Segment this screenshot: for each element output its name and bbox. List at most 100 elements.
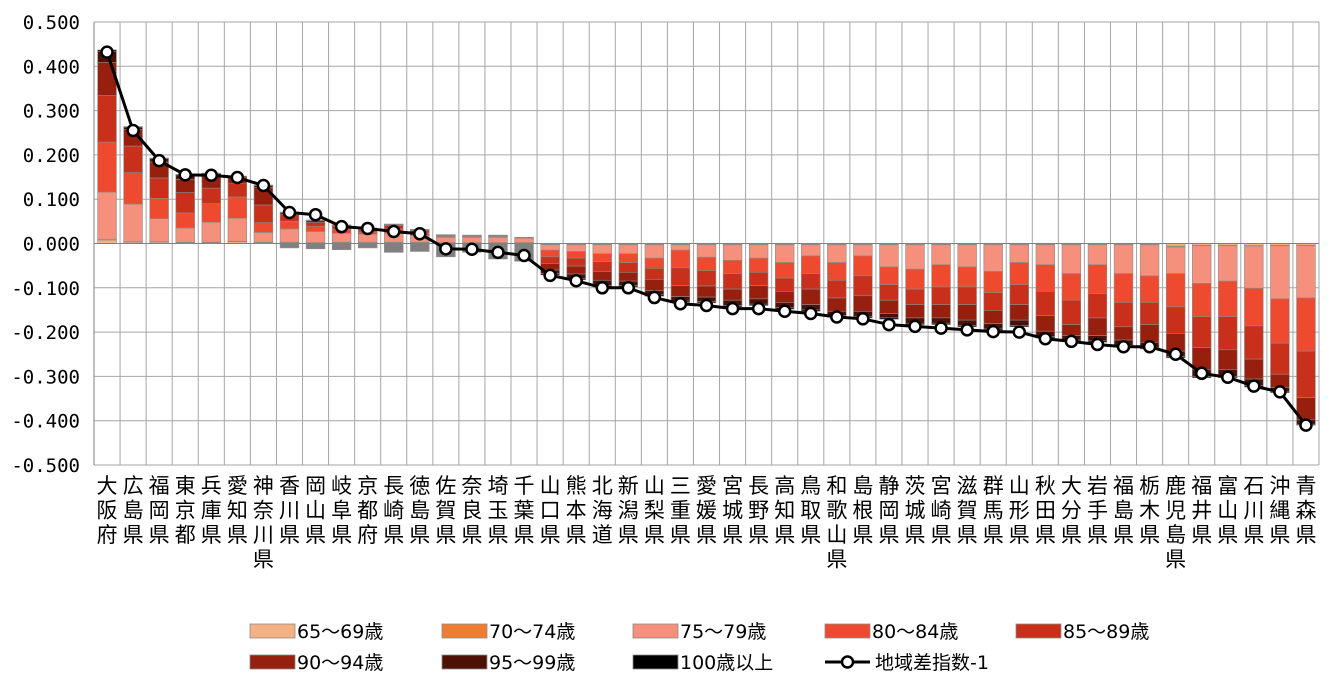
bar-segment bbox=[1009, 262, 1029, 285]
category-label: 島 bbox=[409, 499, 430, 523]
category-label: 山 bbox=[305, 499, 326, 523]
category-label: 田 bbox=[1035, 499, 1056, 523]
category-label: 宮 bbox=[722, 474, 743, 498]
bar-segment bbox=[566, 251, 586, 259]
legend-swatch bbox=[632, 654, 679, 670]
bar-segment bbox=[853, 295, 873, 312]
index-point bbox=[1038, 331, 1053, 346]
category-label: 県 bbox=[201, 523, 222, 547]
index-point bbox=[595, 281, 609, 295]
bar-segment bbox=[748, 244, 769, 259]
category-label: 奈 bbox=[253, 499, 274, 523]
index-point bbox=[751, 301, 766, 316]
index-point bbox=[1064, 334, 1079, 349]
bar-segment bbox=[827, 244, 847, 263]
category-label: 愛 bbox=[227, 474, 248, 498]
category-label: 兵 bbox=[201, 474, 222, 498]
category-label: 福 bbox=[1113, 474, 1134, 498]
category-label: 根 bbox=[852, 499, 873, 523]
category-label: 栃 bbox=[1139, 474, 1160, 498]
index-point bbox=[908, 319, 922, 334]
category-label: 福 bbox=[1191, 474, 1212, 498]
bar-segment bbox=[1113, 273, 1134, 303]
category-label: 奈 bbox=[461, 474, 482, 498]
bar-segment bbox=[983, 271, 1003, 293]
bar-segment bbox=[1270, 298, 1290, 344]
bar-segment bbox=[722, 260, 743, 274]
category-label: 島 bbox=[123, 499, 144, 523]
category-label: 本 bbox=[566, 499, 587, 523]
bar-segment bbox=[1192, 316, 1212, 348]
category-labels: 大阪府広島県福岡県東京都兵庫県愛知県神奈川県香川県岡山県岐阜県京都府長崎県徳島県… bbox=[97, 474, 1317, 572]
category-label: 県 bbox=[540, 523, 561, 547]
legend-swatch bbox=[441, 654, 488, 670]
bar-segment bbox=[1218, 245, 1238, 282]
category-label: 県 bbox=[931, 523, 952, 547]
bar-stack-group bbox=[97, 49, 1316, 426]
bar-segment bbox=[279, 221, 300, 230]
index-point bbox=[152, 153, 166, 168]
bar-segment bbox=[957, 244, 977, 268]
bar-segment bbox=[1035, 315, 1056, 332]
category-label: 手 bbox=[1087, 499, 1108, 523]
bar-segment bbox=[305, 222, 326, 227]
category-label: 阜 bbox=[331, 499, 352, 523]
bar-segment bbox=[123, 145, 143, 173]
index-point bbox=[282, 205, 297, 220]
category-label: 庫 bbox=[201, 499, 222, 523]
bar-segment bbox=[696, 244, 717, 258]
category-label: 府 bbox=[97, 523, 118, 547]
bar-segment bbox=[722, 273, 743, 290]
bar-segment bbox=[436, 236, 456, 243]
category-label: 県 bbox=[227, 523, 248, 547]
bar-segment bbox=[97, 239, 117, 244]
index-point bbox=[360, 221, 375, 236]
category-label: 山 bbox=[1217, 499, 1238, 523]
legend-label: 75〜79歳 bbox=[680, 621, 766, 643]
legend-swatch bbox=[249, 623, 296, 639]
bar-segment bbox=[1165, 246, 1186, 274]
category-label: 青 bbox=[1295, 474, 1316, 498]
bar-segment bbox=[1244, 358, 1264, 380]
bar-segment bbox=[1009, 284, 1029, 305]
y-tick-label: -0.300 bbox=[11, 366, 80, 388]
legend-line-marker bbox=[840, 655, 855, 669]
category-label: 県 bbox=[983, 523, 1004, 547]
bar-segment bbox=[879, 299, 899, 314]
category-label: 県 bbox=[878, 523, 899, 547]
bar-segment bbox=[670, 244, 691, 251]
index-point bbox=[934, 321, 948, 335]
legend-label: 地域差指数-1 bbox=[875, 652, 989, 674]
legend-swatch bbox=[824, 623, 871, 639]
bar-segment bbox=[853, 255, 873, 277]
bar-segment bbox=[1165, 306, 1186, 334]
bar-segment bbox=[775, 262, 795, 279]
bar-segment bbox=[775, 277, 795, 292]
bar-segment bbox=[123, 172, 143, 205]
bar-segment bbox=[1244, 287, 1264, 327]
bar-segment bbox=[1087, 293, 1108, 319]
bar-segment bbox=[175, 212, 195, 229]
bar-segment bbox=[201, 187, 221, 204]
bar-segment bbox=[592, 253, 612, 262]
y-tick-label: -0.400 bbox=[11, 411, 80, 433]
category-label: 県 bbox=[1243, 523, 1264, 547]
category-label: 川 bbox=[279, 499, 300, 523]
bar-segment bbox=[253, 232, 274, 243]
legend-swatch bbox=[1015, 623, 1062, 639]
category-label: 阪 bbox=[97, 499, 118, 523]
category-label: 県 bbox=[957, 523, 978, 547]
category-label: 県 bbox=[566, 523, 587, 547]
y-tick-label: 0.000 bbox=[23, 234, 80, 256]
index-point bbox=[1273, 385, 1287, 399]
bar-segment bbox=[227, 196, 248, 219]
bar-segment bbox=[801, 255, 821, 274]
bar-segment bbox=[696, 256, 717, 271]
bar-segment bbox=[540, 244, 560, 251]
category-label: 三 bbox=[670, 474, 691, 498]
bar-segment bbox=[931, 264, 951, 288]
category-label: 県 bbox=[279, 523, 300, 547]
category-label: 知 bbox=[227, 499, 248, 523]
bar-segment bbox=[592, 261, 612, 272]
